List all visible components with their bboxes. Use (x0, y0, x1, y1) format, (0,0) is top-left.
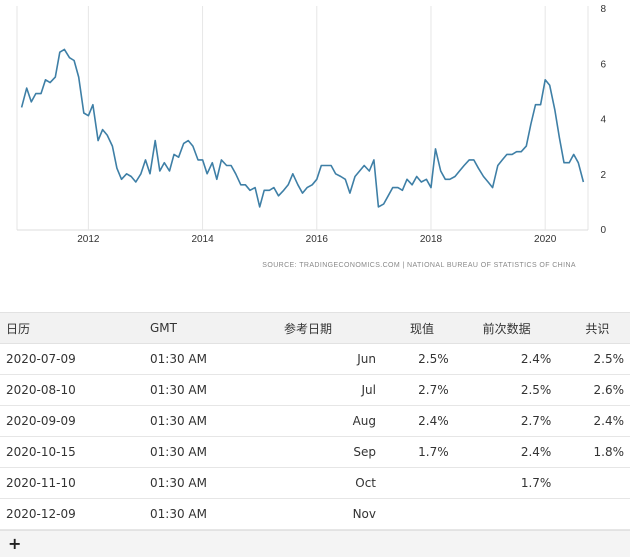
row-consensus: 1.8% (557, 436, 630, 468)
row-previous (454, 498, 558, 530)
row-consensus: 2.4% (557, 405, 630, 437)
x-tick-label: 2012 (77, 234, 100, 245)
table-row: 2020-08-10 01:30 AM Jul 2.7% 2.5% 2.6% (0, 374, 630, 406)
header-consensus: 共识 (557, 312, 630, 344)
series-line (20, 48, 585, 208)
row-actual (382, 498, 455, 530)
header-actual: 现值 (382, 312, 455, 344)
row-consensus: 2.6% (557, 374, 630, 406)
table-row: 2020-09-09 01:30 AM Aug 2.4% 2.7% 2.4% (0, 405, 630, 437)
row-reference: Jun (264, 343, 382, 375)
row-actual (382, 467, 455, 499)
table-row: 2020-11-10 01:30 AM Oct 1.7% (0, 467, 630, 499)
y-tick-label: 6 (600, 59, 606, 70)
row-date: 2020-08-10 (0, 374, 144, 406)
x-tick-label: 2020 (534, 234, 557, 245)
header-reference: 参考日期 (264, 312, 382, 344)
row-reference: Aug (264, 405, 382, 437)
row-reference: Nov (264, 498, 382, 530)
row-reference: Jul (264, 374, 382, 406)
row-date: 2020-11-10 (0, 467, 144, 499)
row-actual: 2.4% (382, 405, 455, 437)
table-header-row: 日历 GMT 参考日期 现值 前次数据 共识 (0, 312, 630, 344)
row-time: 01:30 AM (144, 343, 264, 375)
row-previous: 2.5% (454, 374, 558, 406)
table-row: 2020-10-15 01:30 AM Sep 1.7% 2.4% 1.8% (0, 436, 630, 468)
row-consensus (557, 467, 630, 499)
header-date: 日历 (0, 312, 144, 344)
expand-plus-button[interactable]: + (8, 534, 22, 553)
y-tick-labels: 0 2 4 6 8 (600, 4, 606, 236)
row-consensus (557, 498, 630, 530)
row-previous: 2.7% (454, 405, 558, 437)
row-time: 01:30 AM (144, 374, 264, 406)
row-reference: Sep (264, 436, 382, 468)
expand-row: + (0, 530, 630, 557)
y-tick-label: 2 (600, 170, 606, 181)
inflation-chart: 0 2 4 6 8 2012 2014 2016 2018 2020 SOURCE: TRADI… (0, 0, 634, 278)
grid-layer (87, 6, 546, 230)
row-reference: Oct (264, 467, 382, 499)
x-tick-label: 2016 (306, 234, 329, 245)
row-time: 01:30 AM (144, 436, 264, 468)
row-actual: 2.5% (382, 343, 455, 375)
y-tick-label: 4 (600, 115, 606, 126)
row-actual: 2.7% (382, 374, 455, 406)
row-consensus: 2.5% (557, 343, 630, 375)
x-tick-label: 2014 (191, 234, 214, 245)
y-tick-label: 8 (600, 4, 606, 15)
row-time: 01:30 AM (144, 467, 264, 499)
y-tick-label: 0 (600, 225, 606, 236)
row-actual: 1.7% (382, 436, 455, 468)
chart-source: SOURCE: TRADINGECONOMICS.COM | NATIONAL … (262, 262, 576, 269)
line-layer (20, 48, 585, 208)
row-time: 01:30 AM (144, 405, 264, 437)
chart-svg: 0 2 4 6 8 2012 2014 2016 2018 2020 SOURCE: TRADI… (16, 4, 606, 269)
row-time: 01:30 AM (144, 498, 264, 530)
row-previous: 2.4% (454, 436, 558, 468)
header-previous: 前次数据 (454, 312, 558, 344)
row-previous: 2.4% (454, 343, 558, 375)
row-date: 2020-12-09 (0, 498, 144, 530)
table-row: 2020-07-09 01:30 AM Jun 2.5% 2.4% 2.5% (0, 343, 630, 375)
header-time: GMT (144, 312, 264, 344)
table-row: 2020-12-09 01:30 AM Nov (0, 498, 630, 530)
x-tick-label: 2018 (420, 234, 443, 245)
x-tick-labels: 2012 2014 2016 2018 2020 (77, 234, 556, 245)
row-previous: 1.7% (454, 467, 558, 499)
row-date: 2020-09-09 (0, 405, 144, 437)
calendar-table: 日历 GMT 参考日期 现值 前次数据 共识 2020-07-09 01:30 … (0, 312, 630, 530)
row-date: 2020-10-15 (0, 436, 144, 468)
row-date: 2020-07-09 (0, 343, 144, 375)
